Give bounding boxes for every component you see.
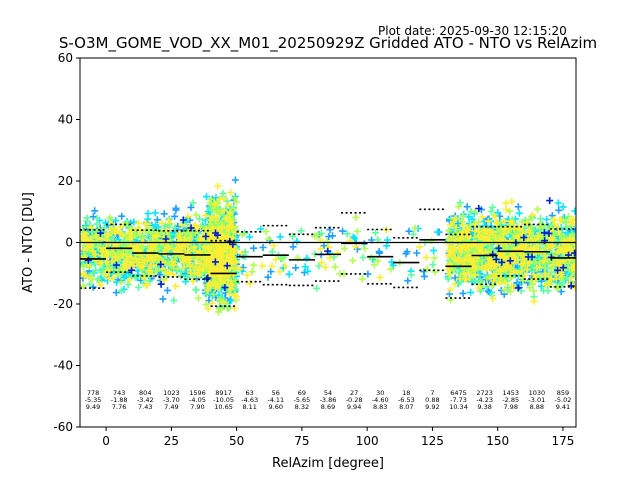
y-tick-label: -20 <box>53 297 73 311</box>
bin-std-label: 9.92 <box>425 403 439 411</box>
bin-mean-label: -4.11 <box>267 396 284 404</box>
bin-mean-label: -10.05 <box>213 396 234 404</box>
bin-count-label: 1453 <box>502 389 519 397</box>
x-tick-label: 125 <box>421 434 444 448</box>
x-tick-label: 25 <box>164 434 179 448</box>
bin-count-label: 30 <box>376 389 384 397</box>
bin-mean-label: -0.28 <box>346 396 363 404</box>
bin-mean-label: -4.60 <box>372 396 389 404</box>
bin-labels: 778-5.359.49 743-1.887.76 804-3.427.43 1023… <box>85 389 572 411</box>
bin-std-label: 9.60 <box>269 403 283 411</box>
bin-count-label: 54 <box>324 389 332 397</box>
bin-mean-label: 0.88 <box>425 396 439 404</box>
y-tick-label: 0 <box>65 236 73 250</box>
bin-mean-label: -5.65 <box>293 396 310 404</box>
y-tick-label: 20 <box>58 174 73 188</box>
bin-mean-label: -3.70 <box>163 396 180 404</box>
bin-count-label: 859 <box>557 389 569 397</box>
x-tick-label: 175 <box>551 434 574 448</box>
axes: 0 25 50 75 100 125 150 175 -60 -40 -20 0 20 40 60 <box>53 51 574 448</box>
bin-std-label: 8.32 <box>295 403 309 411</box>
bin-count-label: 8917 <box>215 389 232 397</box>
bin-std-label: 9.41 <box>556 403 570 411</box>
bin-std-label: 9.38 <box>477 403 491 411</box>
bin-mean-label: -5.02 <box>555 396 572 404</box>
x-axis-label: RelAzim [degree] <box>272 456 384 471</box>
bin-count-label: 69 <box>298 389 306 397</box>
bin-std-label: 9.49 <box>86 403 100 411</box>
bin-mean-label: -6.53 <box>398 396 415 404</box>
bin-count-label: 6475 <box>450 389 467 397</box>
bin-mean-label: -2.85 <box>502 396 519 404</box>
bin-mean-label: -7.73 <box>450 396 467 404</box>
bin-count-label: 2723 <box>476 389 493 397</box>
plot-date: Plot date: 2025-09-30 12:15:20 <box>378 24 567 38</box>
scatter-points <box>80 176 576 316</box>
bin-count-label: 1596 <box>189 389 206 397</box>
bin-count-label: 18 <box>402 389 410 397</box>
y-tick-label: -40 <box>53 359 73 373</box>
bin-std-label: 8.88 <box>530 403 544 411</box>
bin-count-label: 63 <box>246 389 254 397</box>
bin-count-label: 7 <box>430 389 434 397</box>
bin-std-label: 8.69 <box>321 403 335 411</box>
bin-count-label: 27 <box>350 389 358 397</box>
y-axis-label: ATO - NTO [DU] <box>21 192 36 293</box>
bin-std-label: 7.90 <box>190 403 204 411</box>
x-tick-label: 0 <box>102 434 110 448</box>
bin-count-label: 1030 <box>529 389 546 397</box>
chart-title: S-O3M_GOME_VOD_XX_M01_20250929Z Gridded … <box>58 34 598 52</box>
bin-std-label: 8.11 <box>242 403 256 411</box>
bin-mean-label: -1.88 <box>111 396 128 404</box>
bin-std-label: 9.94 <box>347 403 361 411</box>
bin-std-label: 7.49 <box>164 403 178 411</box>
bin-std-label: 8.07 <box>399 403 413 411</box>
y-tick-label: 40 <box>58 113 73 127</box>
bin-count-label: 743 <box>113 389 125 397</box>
x-tick-label: 75 <box>294 434 309 448</box>
y-tick-label: -60 <box>53 420 73 434</box>
y-tick-label: 60 <box>58 51 73 65</box>
bin-count-label: 1023 <box>163 389 180 397</box>
bin-mean-label: -4.23 <box>476 396 493 404</box>
x-tick-label: 100 <box>356 434 379 448</box>
bin-mean-label: -3.01 <box>528 396 545 404</box>
bin-mean-label: -5.35 <box>85 396 102 404</box>
bin-std-label: 8.83 <box>373 403 387 411</box>
x-tick-label: 50 <box>229 434 244 448</box>
bin-count-label: 804 <box>139 389 151 397</box>
bin-std-label: 7.43 <box>138 403 152 411</box>
bin-mean-label: -3.86 <box>320 396 337 404</box>
bin-mean-label: -4.05 <box>189 396 206 404</box>
bin-std-label: 10.65 <box>214 403 233 411</box>
bin-std-label: 10.34 <box>449 403 468 411</box>
bin-count-label: 56 <box>272 389 280 397</box>
bin-mean-label: -3.42 <box>137 396 154 404</box>
bin-statistics <box>80 208 576 307</box>
bin-std-label: 7.98 <box>503 403 517 411</box>
bin-count-label: 778 <box>87 389 99 397</box>
bin-std-label: 7.76 <box>112 403 126 411</box>
x-tick-label: 150 <box>486 434 509 448</box>
bin-mean-label: -4.63 <box>241 396 258 404</box>
